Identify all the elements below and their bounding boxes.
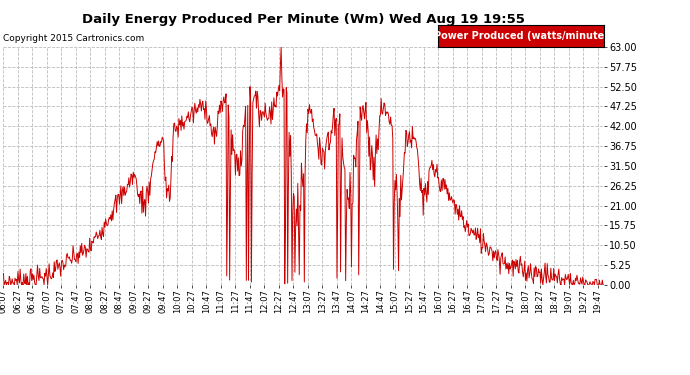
Text: Power Produced (watts/minute): Power Produced (watts/minute) [433,31,609,41]
Text: Copyright 2015 Cartronics.com: Copyright 2015 Cartronics.com [3,34,145,43]
Text: Daily Energy Produced Per Minute (Wm) Wed Aug 19 19:55: Daily Energy Produced Per Minute (Wm) We… [82,13,525,26]
